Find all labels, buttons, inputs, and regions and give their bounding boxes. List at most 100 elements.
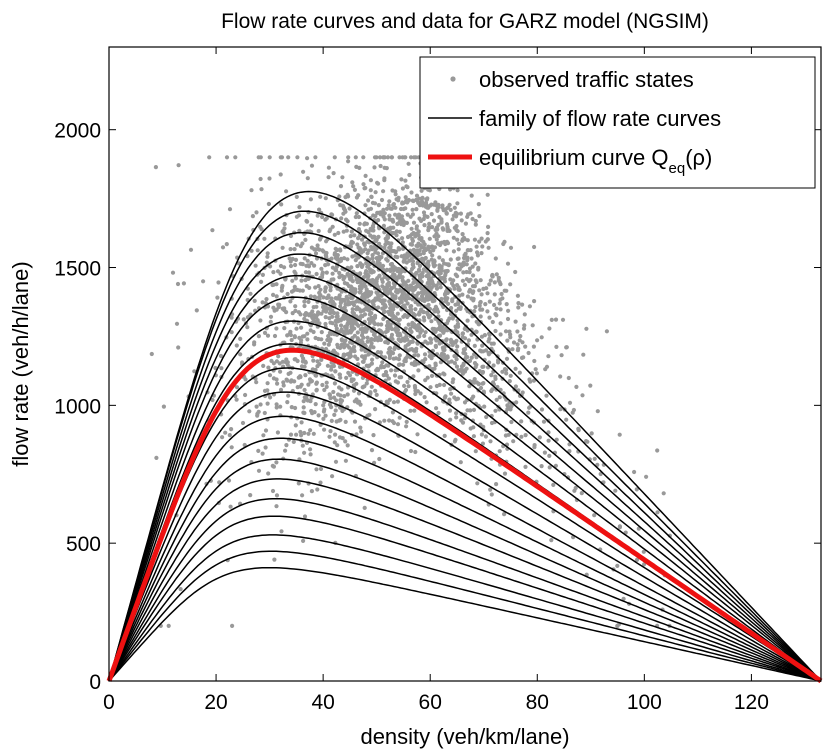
scatter-point bbox=[560, 317, 566, 322]
scatter-point bbox=[256, 448, 261, 453]
scatter-point bbox=[332, 155, 337, 160]
scatter-point bbox=[339, 216, 344, 221]
scatter-point bbox=[532, 445, 537, 450]
scatter-point bbox=[417, 248, 422, 253]
scatter-point bbox=[265, 401, 270, 406]
scatter-point bbox=[176, 345, 181, 350]
scatter-point bbox=[342, 305, 347, 310]
scatter-point bbox=[500, 369, 505, 374]
scatter-point bbox=[297, 205, 302, 210]
scatter-point bbox=[450, 297, 455, 302]
scatter-point bbox=[330, 474, 335, 479]
scatter-point bbox=[467, 289, 472, 294]
scatter-point bbox=[427, 364, 432, 369]
scatter-point bbox=[428, 385, 433, 390]
scatter-point bbox=[194, 308, 199, 313]
scatter-point bbox=[415, 389, 420, 394]
scatter-point bbox=[503, 433, 508, 438]
scatter-point bbox=[422, 223, 427, 228]
scatter-point bbox=[228, 504, 233, 509]
scatter-point bbox=[418, 276, 423, 281]
scatter-point bbox=[379, 299, 384, 304]
scatter-point bbox=[364, 261, 369, 266]
scatter-point bbox=[376, 234, 381, 239]
scatter-point bbox=[473, 304, 478, 310]
scatter-point bbox=[308, 197, 313, 202]
scatter-point bbox=[367, 308, 372, 313]
scatter-point bbox=[439, 276, 444, 281]
scatter-point bbox=[455, 201, 460, 206]
scatter-point bbox=[327, 229, 332, 234]
scatter-point bbox=[442, 382, 447, 388]
scatter-point bbox=[253, 263, 258, 268]
family-curve-line bbox=[108, 566, 822, 682]
scatter-point bbox=[306, 299, 311, 304]
scatter-point bbox=[289, 337, 294, 343]
scatter-point bbox=[510, 347, 515, 352]
scatter-point bbox=[379, 264, 384, 269]
scatter-point bbox=[477, 239, 482, 244]
scatter-point bbox=[379, 293, 384, 298]
scatter-point bbox=[284, 189, 289, 194]
scatter-point bbox=[532, 299, 537, 304]
scatter-point bbox=[338, 203, 343, 208]
scatter-point bbox=[243, 392, 248, 398]
scatter-point bbox=[516, 346, 521, 351]
scatter-point bbox=[445, 268, 450, 274]
scatter-point bbox=[315, 312, 321, 317]
scatter-point bbox=[592, 456, 597, 461]
scatter-point bbox=[395, 221, 400, 227]
scatter-point bbox=[299, 278, 304, 283]
scatter-point bbox=[413, 271, 419, 276]
scatter-point bbox=[301, 538, 306, 544]
scatter-point bbox=[300, 443, 305, 448]
scatter-point bbox=[402, 257, 407, 262]
scatter-point bbox=[488, 439, 493, 444]
scatter-point bbox=[368, 233, 373, 238]
scatter-point bbox=[315, 213, 320, 218]
scatter-point bbox=[176, 163, 181, 168]
scatter-point bbox=[462, 347, 467, 352]
scatter-point bbox=[409, 361, 414, 366]
family-curve-line bbox=[108, 534, 822, 682]
scatter-point bbox=[499, 291, 504, 297]
scatter-point bbox=[434, 283, 439, 288]
scatter-point bbox=[393, 368, 398, 373]
scatter-point bbox=[241, 317, 246, 322]
scatter-point bbox=[508, 282, 513, 287]
scatter-point bbox=[427, 221, 432, 226]
scatter-point bbox=[333, 459, 339, 464]
scatter-point bbox=[401, 314, 406, 319]
scatter-point bbox=[429, 212, 434, 217]
scatter-point bbox=[489, 492, 494, 497]
scatter-point bbox=[559, 353, 564, 358]
scatter-point bbox=[396, 246, 401, 251]
scatter-point bbox=[479, 251, 484, 256]
scatter-point bbox=[472, 309, 477, 314]
scatter-point bbox=[414, 207, 419, 212]
scatter-point bbox=[490, 319, 495, 325]
scatter-point bbox=[342, 352, 347, 357]
scatter-point bbox=[352, 318, 357, 323]
scatter-point bbox=[337, 372, 342, 377]
scatter-point bbox=[542, 450, 548, 455]
scatter-point bbox=[411, 374, 416, 379]
scatter-point bbox=[448, 417, 453, 422]
scatter-point bbox=[321, 249, 326, 254]
scatter-point bbox=[498, 297, 503, 302]
scatter-point bbox=[396, 362, 401, 367]
scatter-point bbox=[516, 301, 521, 306]
scatter-point bbox=[493, 312, 498, 317]
scatter-point bbox=[210, 397, 215, 403]
scatter-point bbox=[262, 388, 268, 393]
scatter-point bbox=[532, 244, 537, 250]
scatter-point bbox=[274, 282, 279, 287]
scatter-point bbox=[329, 256, 334, 261]
scatter-point bbox=[301, 405, 306, 410]
scatter-point bbox=[371, 279, 376, 284]
scatter-point bbox=[332, 440, 337, 445]
scatter-point bbox=[401, 362, 406, 367]
scatter-point bbox=[352, 233, 357, 238]
scatter-point bbox=[409, 242, 415, 247]
scatter-point bbox=[405, 379, 410, 385]
